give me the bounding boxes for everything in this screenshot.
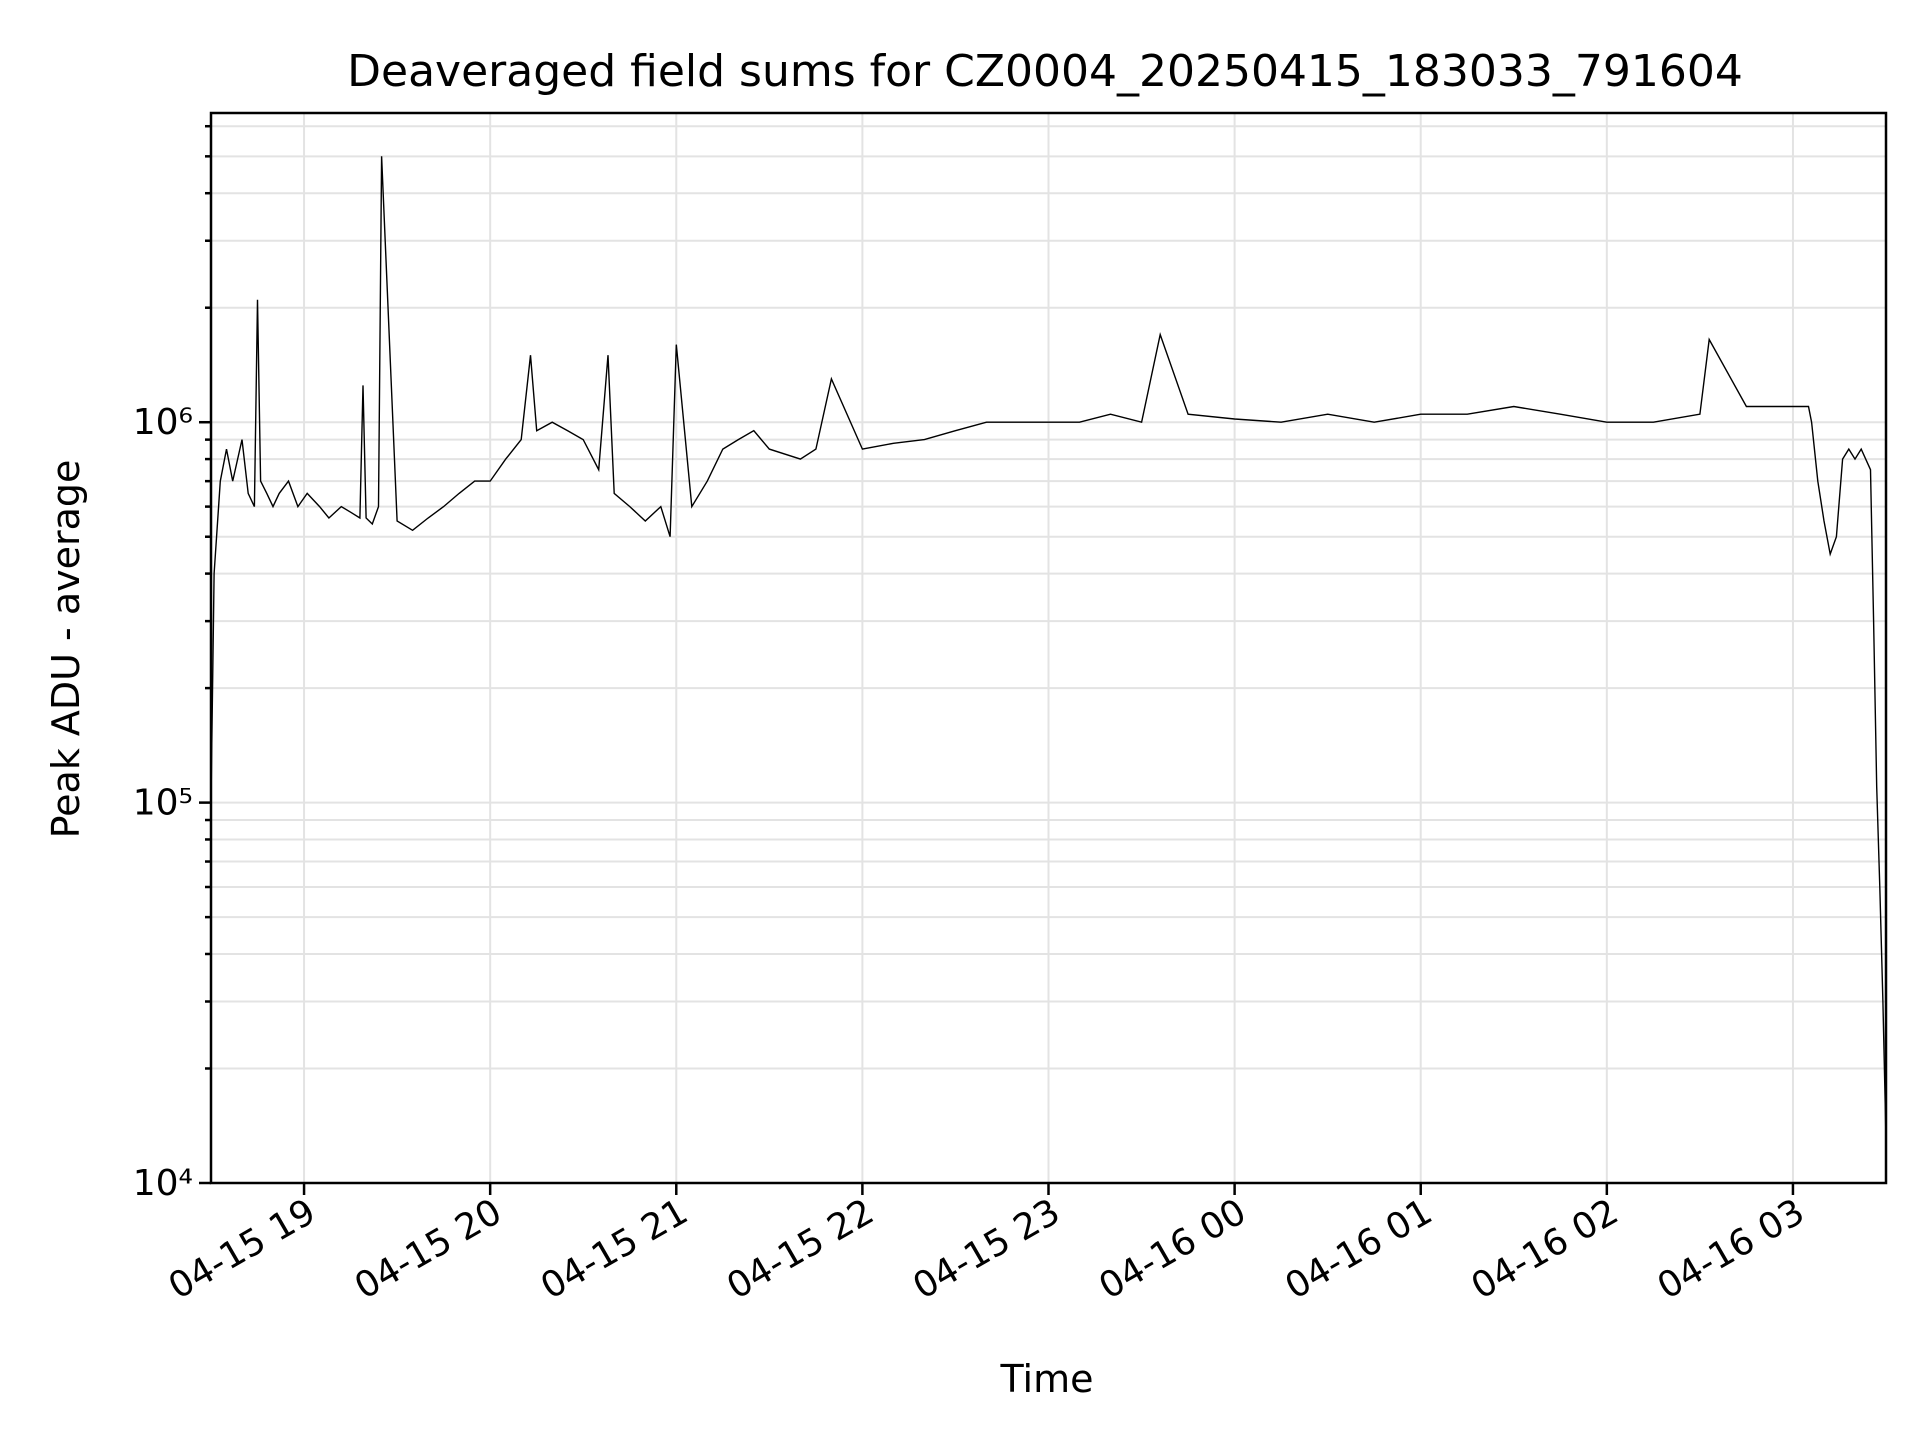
y-axis: 10⁴ 10⁵ 10⁶ <box>133 124 211 1204</box>
x-axis-label: Time <box>1000 1357 1094 1401</box>
y-tick-label: 10⁶ <box>133 402 193 443</box>
x-tick-label: 04-16 00 <box>1092 1191 1253 1307</box>
x-tick-label: 04-15 22 <box>720 1191 881 1307</box>
grid-lines <box>211 113 1886 1184</box>
x-axis: 04-15 19 04-15 20 04-15 21 04-15 22 04-15 23… <box>162 1183 1812 1308</box>
x-tick-label: 04-15 19 <box>162 1191 323 1307</box>
y-axis-label: Peak ADU - average <box>44 460 88 839</box>
x-tick-label: 04-15 21 <box>534 1191 695 1307</box>
x-tick-label: 04-16 02 <box>1465 1191 1626 1307</box>
x-tick-label: 04-15 20 <box>348 1191 509 1307</box>
series-line <box>210 156 1887 1140</box>
x-tick-label: 04-16 03 <box>1651 1191 1812 1307</box>
x-tick-label: 04-15 23 <box>906 1191 1067 1307</box>
x-tick-label: 04-16 01 <box>1279 1191 1440 1307</box>
chart-title: Deaveraged field sums for CZ0004_2025041… <box>347 46 1743 97</box>
y-tick-label: 10⁴ <box>133 1163 193 1204</box>
y-tick-label: 10⁵ <box>133 783 193 824</box>
